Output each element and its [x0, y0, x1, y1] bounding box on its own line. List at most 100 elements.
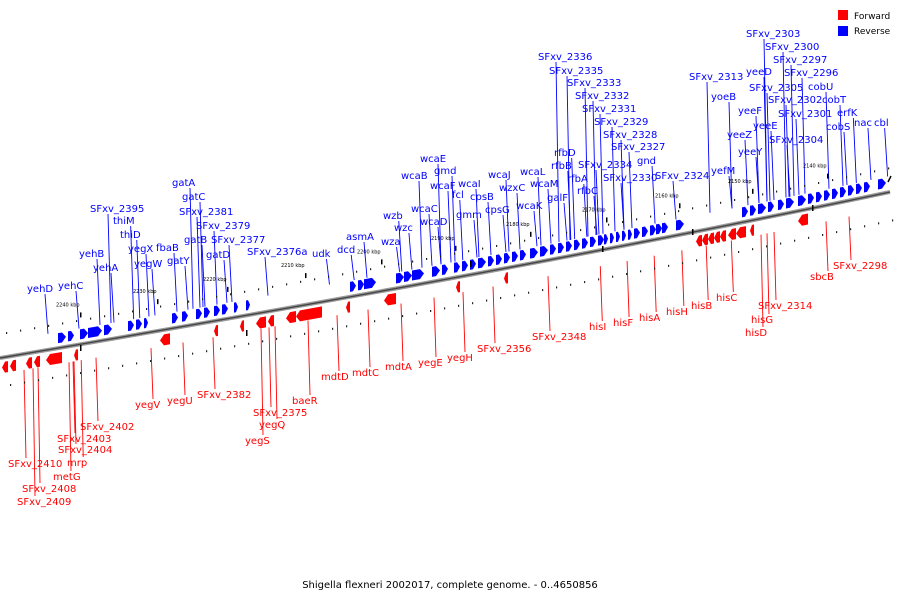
leader-line	[212, 337, 216, 390]
leader-line	[867, 127, 872, 181]
reverse-gene-arrow	[616, 231, 620, 243]
gene-label-sfxv-2348: SFxv_2348	[532, 332, 586, 343]
forward-gene-arrow	[708, 232, 714, 245]
reverse-gene-arrow	[656, 223, 662, 235]
gene-label-cobt: cobT	[822, 95, 847, 106]
tick-label: 2240 kbp	[56, 302, 80, 308]
leader-line	[795, 118, 800, 195]
tick-label: 2180 kbp	[506, 222, 530, 228]
leader-line	[611, 126, 616, 232]
leader-line	[400, 303, 404, 362]
reverse-gene-arrow	[848, 185, 854, 196]
leader-line	[201, 244, 206, 307]
leader-line	[492, 286, 496, 344]
tick-label: 2170 kbp	[582, 207, 606, 213]
leader-line	[363, 241, 368, 278]
reverse-gene-arrow	[136, 319, 142, 330]
gene-label-fbab: fbaB	[156, 243, 179, 254]
gene-label-sfxv-2327: SFxv_2327	[611, 142, 665, 153]
gene-label-yegh: yegH	[447, 353, 473, 364]
forward-gene-arrow	[750, 224, 754, 236]
reverse-gene-arrow	[864, 181, 870, 193]
leader-line	[23, 369, 27, 459]
tick-label: 2210 kbp	[281, 263, 305, 269]
leader-line	[447, 190, 452, 263]
leader-line	[199, 201, 204, 308]
leader-line	[473, 219, 478, 258]
reverse-gene-arrow	[574, 239, 580, 251]
leader-line	[307, 320, 311, 396]
legend-forward-swatch	[838, 10, 848, 20]
gene-label-sfxv-2298: SFxv_2298	[833, 261, 887, 272]
reverse-gene-arrow	[358, 279, 364, 291]
forward-gene-arrow	[736, 226, 746, 239]
tick-label: 2200 kbp	[357, 249, 381, 255]
gene-label-yeee: yeeE	[753, 121, 778, 132]
forward-gene-arrow	[728, 228, 736, 240]
leader-line	[274, 326, 278, 420]
reverse-gene-arrow	[234, 302, 238, 313]
gene-label-gmd: gmd	[434, 166, 456, 177]
gene-label-wzxc: wzxC	[499, 183, 525, 194]
leader-line	[626, 261, 630, 318]
reverse-gene-arrow	[610, 232, 614, 244]
gene-label-sfxv-2403: SFxv_2403	[57, 434, 111, 445]
leader-line	[583, 183, 588, 237]
reverse-gene-arrow	[604, 234, 608, 245]
leader-line	[571, 157, 576, 240]
leader-line	[136, 239, 141, 319]
reverse-gene-arrow	[504, 252, 510, 264]
gene-label-mdtd: mdtD	[321, 372, 349, 383]
gene-label-sfxv-2376a: SFxv_2376a	[247, 247, 308, 258]
reverse-gene-arrow	[204, 307, 210, 318]
gene-label-yegv: yegV	[135, 400, 160, 411]
leader-line	[584, 87, 589, 237]
leader-line	[547, 188, 552, 244]
gene-label-gnd: gnd	[637, 156, 656, 167]
leader-line	[728, 175, 733, 209]
reverse-gene-arrow	[582, 238, 588, 249]
gene-label-sfxv-2404: SFxv_2404	[58, 445, 112, 456]
leader-line	[755, 156, 760, 204]
leader-line	[107, 213, 112, 324]
gene-label-wcaf: wcaF	[430, 181, 456, 192]
gene-label-mdta: mdtA	[385, 362, 412, 373]
reverse-gene-arrow	[540, 245, 548, 257]
leader-line	[437, 163, 442, 265]
reverse-gene-arrow	[182, 311, 188, 322]
leader-line	[852, 117, 857, 184]
forward-gene-arrow	[26, 357, 32, 369]
gene-label-yehb: yehB	[79, 249, 104, 260]
gene-label-yegw: yegW	[134, 259, 162, 270]
reverse-gene-arrow	[750, 205, 756, 216]
leader-line	[189, 187, 194, 309]
gene-label-sfxv-2377: SFxv_2377	[211, 235, 265, 246]
leader-line	[533, 210, 538, 247]
leader-line	[150, 348, 154, 400]
leader-line	[547, 276, 551, 332]
leader-line	[825, 221, 829, 272]
gene-label-sfxv-2331: SFxv_2331	[582, 104, 636, 115]
leader-line	[770, 130, 775, 200]
reverse-gene-arrow	[598, 235, 604, 246]
leader-line	[475, 188, 480, 258]
gene-label-cobs: cobS	[826, 122, 850, 133]
gene-label-sfxv-2301: SFxv_2301	[778, 109, 832, 120]
leader-line	[433, 297, 437, 358]
gene-label-rfbc: rfbC	[577, 186, 598, 197]
gene-label-nac: nac	[854, 118, 872, 129]
forward-gene-arrow	[240, 320, 244, 332]
gene-label-sfxv-2328: SFxv_2328	[603, 130, 657, 141]
leader-line	[628, 151, 633, 229]
forward-gene-arrow	[10, 359, 16, 372]
gene-label-sbcb: sbcB	[810, 272, 834, 283]
reverse-gene-arrow	[88, 326, 102, 338]
gene-label-rfbb: rfbB	[551, 161, 572, 172]
reverse-gene-arrow	[786, 197, 794, 209]
leader-line	[196, 216, 201, 308]
gene-label-rfba: rfbA	[567, 174, 588, 185]
leader-line	[592, 100, 597, 236]
forward-gene-arrow	[296, 306, 322, 322]
reverse-gene-arrow	[412, 269, 424, 281]
gene-label-yeef: yeeF	[738, 106, 762, 117]
